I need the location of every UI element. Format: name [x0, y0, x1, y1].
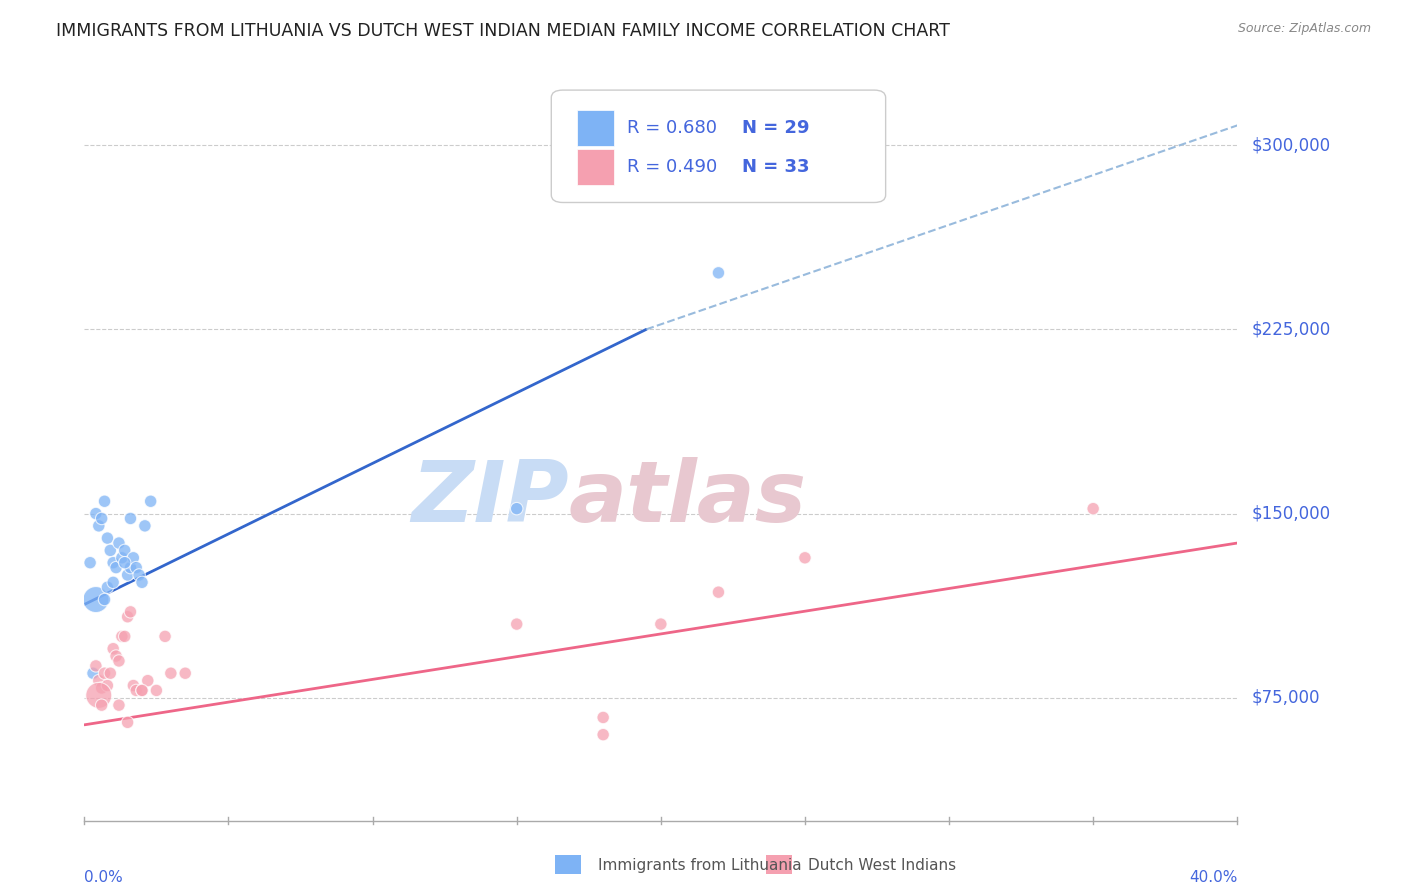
- Point: [131, 683, 153, 698]
- Point: [93, 494, 115, 508]
- Point: [650, 617, 672, 632]
- Point: [103, 641, 124, 656]
- Text: IMMIGRANTS FROM LITHUANIA VS DUTCH WEST INDIAN MEDIAN FAMILY INCOME CORRELATION : IMMIGRANTS FROM LITHUANIA VS DUTCH WEST …: [56, 22, 950, 40]
- Point: [125, 560, 148, 574]
- Point: [96, 679, 118, 693]
- Text: $300,000: $300,000: [1251, 136, 1330, 154]
- Bar: [576, 149, 613, 186]
- Point: [117, 715, 139, 730]
- Text: Immigrants from Lithuania: Immigrants from Lithuania: [598, 858, 801, 872]
- Text: ZIP: ZIP: [411, 457, 568, 540]
- Point: [153, 629, 176, 643]
- Point: [108, 536, 131, 550]
- Point: [103, 556, 124, 570]
- Text: atlas: atlas: [568, 457, 807, 540]
- Point: [108, 654, 131, 668]
- Point: [139, 494, 162, 508]
- Point: [174, 666, 197, 681]
- Point: [506, 617, 529, 632]
- Text: Source: ZipAtlas.com: Source: ZipAtlas.com: [1237, 22, 1371, 36]
- Point: [96, 531, 118, 545]
- Text: R = 0.680: R = 0.680: [627, 120, 717, 137]
- Text: R = 0.490: R = 0.490: [627, 158, 717, 177]
- Point: [120, 560, 142, 574]
- Point: [136, 673, 159, 688]
- Text: Dutch West Indians: Dutch West Indians: [808, 858, 956, 872]
- Point: [117, 609, 139, 624]
- Point: [506, 501, 529, 516]
- Point: [111, 550, 134, 565]
- Point: [87, 673, 110, 688]
- Point: [96, 580, 118, 594]
- Point: [87, 519, 110, 533]
- Point: [134, 519, 156, 533]
- Point: [84, 592, 107, 607]
- Text: N = 29: N = 29: [741, 120, 808, 137]
- Point: [794, 550, 817, 565]
- Point: [120, 511, 142, 525]
- Text: 0.0%: 0.0%: [84, 870, 124, 885]
- Point: [90, 511, 112, 525]
- Point: [122, 550, 145, 565]
- Point: [103, 575, 124, 590]
- Point: [114, 629, 136, 643]
- Point: [84, 507, 107, 521]
- Point: [114, 556, 136, 570]
- Point: [145, 683, 167, 698]
- Point: [105, 560, 128, 574]
- Point: [122, 679, 145, 693]
- Text: $225,000: $225,000: [1251, 320, 1330, 338]
- FancyBboxPatch shape: [551, 90, 886, 202]
- Bar: [576, 111, 613, 146]
- Point: [117, 568, 139, 582]
- Point: [93, 666, 115, 681]
- Point: [87, 689, 110, 703]
- Point: [114, 543, 136, 558]
- Point: [82, 666, 104, 681]
- Point: [108, 698, 131, 713]
- Point: [111, 629, 134, 643]
- Point: [1083, 501, 1105, 516]
- Text: 40.0%: 40.0%: [1189, 870, 1237, 885]
- Point: [98, 666, 121, 681]
- Point: [79, 556, 101, 570]
- Point: [98, 543, 121, 558]
- Point: [128, 568, 150, 582]
- Point: [90, 681, 112, 695]
- Point: [84, 658, 107, 673]
- Point: [592, 728, 614, 742]
- Text: N = 33: N = 33: [741, 158, 808, 177]
- Point: [93, 592, 115, 607]
- Point: [125, 683, 148, 698]
- Point: [131, 575, 153, 590]
- Point: [707, 266, 730, 280]
- Point: [131, 683, 153, 698]
- Point: [105, 648, 128, 663]
- Point: [160, 666, 183, 681]
- Point: [120, 605, 142, 619]
- Text: $75,000: $75,000: [1251, 689, 1320, 706]
- Point: [707, 585, 730, 599]
- Point: [592, 710, 614, 724]
- Point: [90, 698, 112, 713]
- Text: $150,000: $150,000: [1251, 505, 1330, 523]
